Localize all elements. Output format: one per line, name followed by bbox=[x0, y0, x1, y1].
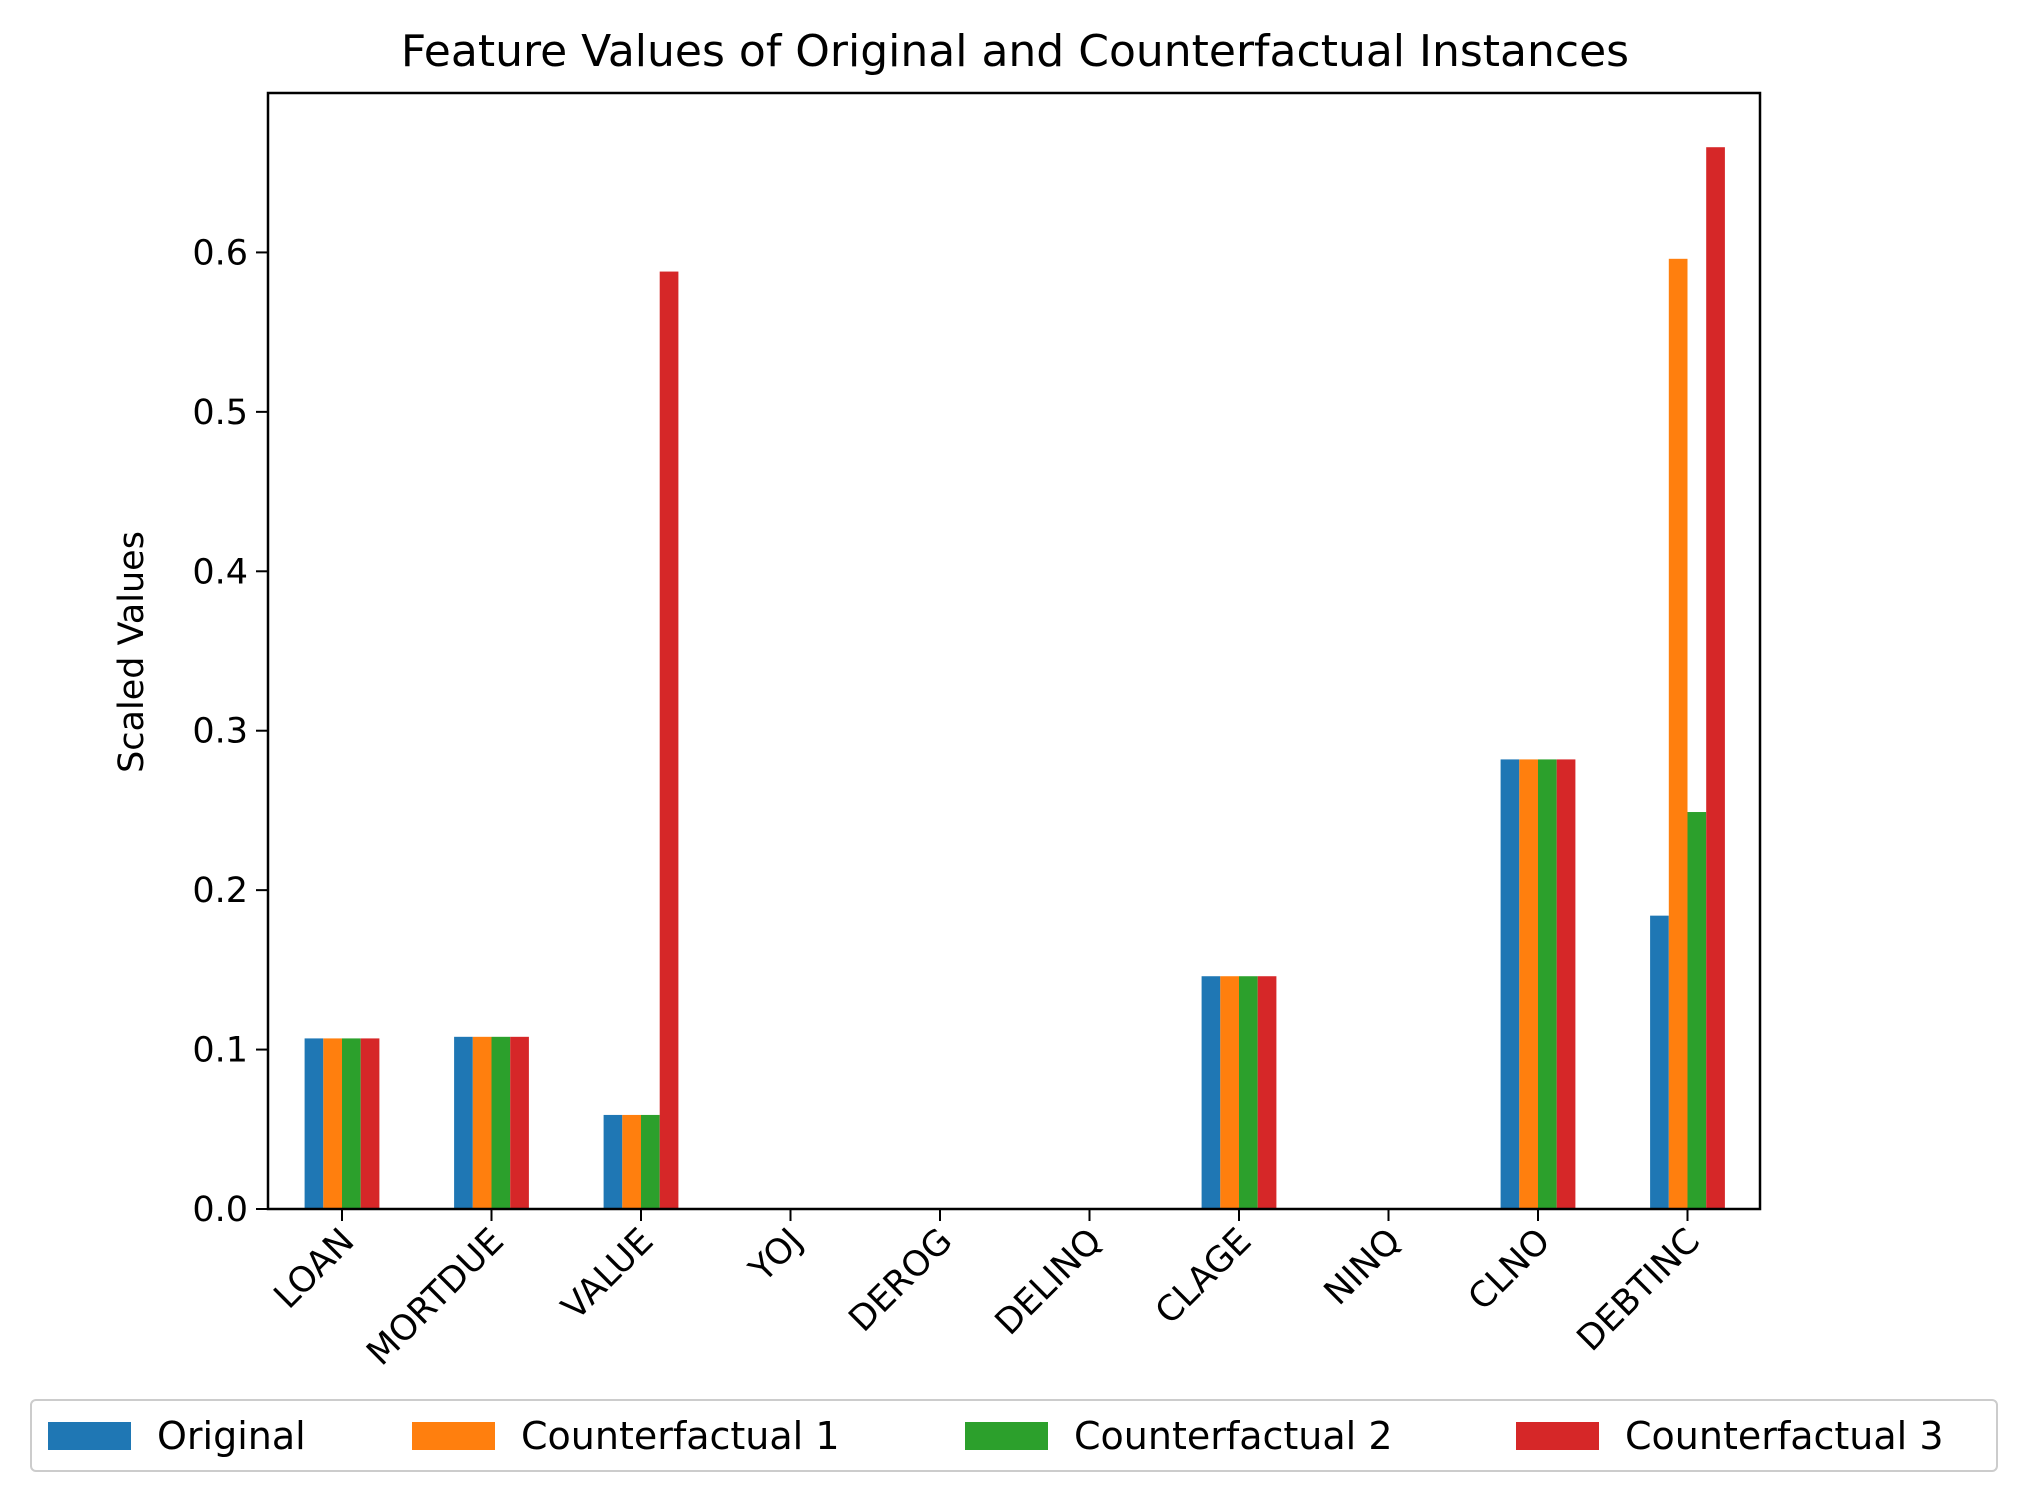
bar-debtinc-counterfactual-2 bbox=[1687, 812, 1707, 1209]
legend-item-counterfactual-1: Counterfactual 1 bbox=[412, 1401, 840, 1470]
bar-value-counterfactual-2 bbox=[641, 1114, 660, 1209]
x-tick-label-value: VALUE bbox=[554, 1221, 661, 1328]
x-tick-label-clage: CLAGE bbox=[1148, 1221, 1259, 1332]
bar-mortdue-counterfactual-1 bbox=[472, 1036, 492, 1209]
y-tick-label: 0.4 bbox=[192, 552, 248, 592]
bars-group bbox=[304, 147, 1725, 1210]
bar-clage-counterfactual-1 bbox=[1220, 976, 1239, 1209]
x-tick-label-mortdue: MORTDUE bbox=[359, 1221, 511, 1373]
legend-label-counterfactual-2: Counterfactual 2 bbox=[1074, 1413, 1393, 1458]
y-axis-ticks: 0.0 0.1 0.2 0.3 0.4 0.5 0.6 bbox=[192, 233, 268, 1230]
legend-label-original: Original bbox=[157, 1413, 306, 1458]
x-tick-label-debtinc: DEBTINC bbox=[1570, 1221, 1708, 1359]
legend-swatch-counterfactual-1 bbox=[412, 1421, 495, 1450]
bar-debtinc-counterfactual-1 bbox=[1668, 258, 1688, 1209]
x-tick-label-ninq: NINQ bbox=[1317, 1221, 1409, 1313]
bar-debtinc-original bbox=[1650, 915, 1669, 1209]
legend-swatch-counterfactual-3 bbox=[1516, 1421, 1599, 1450]
bar-loan-counterfactual-2 bbox=[342, 1038, 361, 1209]
legend-item-counterfactual-2: Counterfactual 2 bbox=[965, 1401, 1393, 1470]
x-tick-label-yoj: YOJ bbox=[741, 1221, 811, 1291]
legend-swatch-counterfactual-2 bbox=[965, 1421, 1048, 1450]
legend-item-original: Original bbox=[48, 1401, 306, 1470]
y-tick-label: 0.5 bbox=[192, 393, 248, 433]
y-tick-label: 0.3 bbox=[192, 712, 248, 752]
bar-mortdue-counterfactual-2 bbox=[491, 1036, 511, 1209]
bar-clno-counterfactual-1 bbox=[1519, 759, 1538, 1209]
bar-clage-counterfactual-3 bbox=[1257, 976, 1277, 1209]
bar-value-counterfactual-3 bbox=[659, 271, 679, 1209]
x-tick-label-derog: DEROG bbox=[842, 1221, 961, 1340]
y-tick-label: 0.6 bbox=[192, 233, 248, 273]
x-tick-label-loan: LOAN bbox=[267, 1221, 363, 1317]
legend-swatch-original bbox=[48, 1421, 131, 1450]
y-tick-label: 0.2 bbox=[192, 871, 248, 911]
y-axis-label: Scaled Values bbox=[112, 531, 152, 773]
legend-label-counterfactual-3: Counterfactual 3 bbox=[1625, 1413, 1944, 1458]
y-tick-label: 0.1 bbox=[192, 1031, 248, 1071]
bar-mortdue-original bbox=[454, 1036, 473, 1209]
bar-loan-counterfactual-3 bbox=[360, 1038, 380, 1209]
legend: Original Counterfactual 1 Counterfactual… bbox=[30, 1399, 1998, 1472]
bar-value-counterfactual-1 bbox=[622, 1114, 641, 1209]
bar-clno-counterfactual-3 bbox=[1556, 759, 1576, 1209]
bar-clno-original bbox=[1500, 759, 1520, 1209]
bar-mortdue-counterfactual-3 bbox=[510, 1036, 529, 1209]
bar-clage-original bbox=[1201, 976, 1221, 1209]
x-tick-label-clno: CLNO bbox=[1461, 1221, 1558, 1318]
legend-label-counterfactual-1: Counterfactual 1 bbox=[521, 1413, 840, 1458]
x-tick-label-delinq: DELINQ bbox=[988, 1221, 1110, 1343]
bar-clage-counterfactual-2 bbox=[1239, 976, 1258, 1209]
chart-title: Feature Values of Original and Counterfa… bbox=[401, 26, 1629, 77]
y-tick-label: 0.0 bbox=[192, 1190, 248, 1230]
bar-clno-counterfactual-2 bbox=[1538, 759, 1557, 1209]
bar-loan-original bbox=[304, 1038, 324, 1209]
plot-area-frame bbox=[266, 91, 1762, 1211]
bar-value-original bbox=[603, 1114, 623, 1209]
legend-item-counterfactual-3: Counterfactual 3 bbox=[1516, 1401, 1944, 1470]
bar-loan-counterfactual-1 bbox=[323, 1038, 342, 1209]
bar-debtinc-counterfactual-3 bbox=[1706, 147, 1725, 1210]
